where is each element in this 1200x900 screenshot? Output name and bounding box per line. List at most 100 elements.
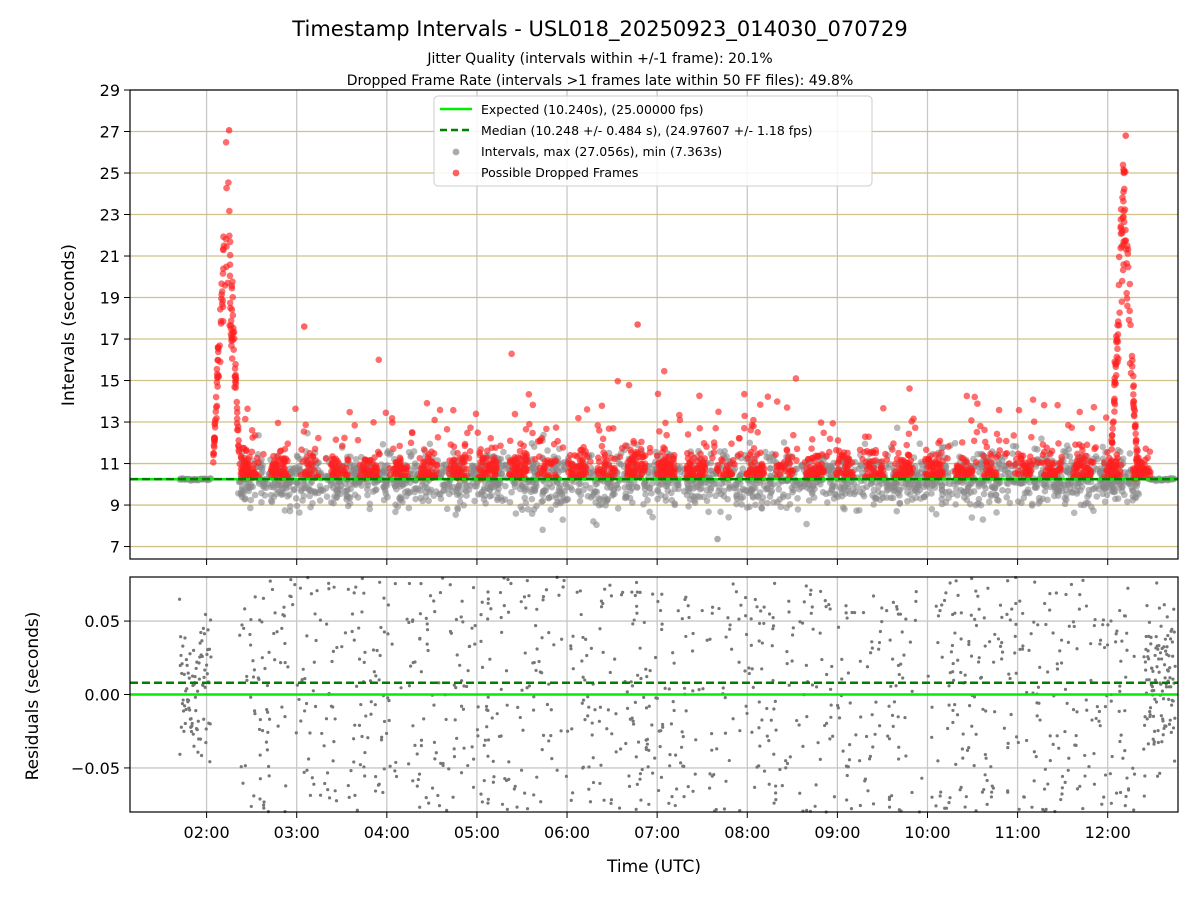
interval-point xyxy=(1075,479,1082,487)
dropped-frame-point xyxy=(475,464,483,472)
residual-point xyxy=(809,588,813,592)
dropped-frame-point xyxy=(781,463,788,471)
residual-point xyxy=(583,718,587,722)
residual-point xyxy=(771,627,775,631)
residual-point xyxy=(581,675,585,679)
dropped-frame-point xyxy=(364,467,371,474)
dropped-frame-point xyxy=(1076,408,1084,416)
dropped-frame-point xyxy=(244,405,251,413)
dropped-frame-point xyxy=(1108,439,1116,446)
residual-point xyxy=(682,794,686,799)
residual-point xyxy=(268,579,272,583)
residual-point xyxy=(1067,756,1071,760)
residual-point xyxy=(1014,735,1019,739)
residual-point xyxy=(189,717,193,721)
residual-point xyxy=(424,616,428,621)
residual-point xyxy=(722,807,727,811)
interval-point xyxy=(261,492,269,499)
interval-point xyxy=(475,491,482,498)
residual-point xyxy=(1169,730,1173,734)
interval-point xyxy=(770,499,777,506)
residual-point xyxy=(798,791,802,795)
residual-point xyxy=(523,651,527,655)
interval-point xyxy=(764,499,771,507)
interval-point xyxy=(455,482,462,490)
residual-point xyxy=(266,764,271,769)
residual-point xyxy=(179,725,183,729)
residual-point xyxy=(1142,723,1147,727)
residual-point xyxy=(191,732,195,736)
interval-point xyxy=(890,487,898,495)
dropped-frame-point xyxy=(971,393,979,401)
residual-point xyxy=(466,669,470,673)
dropped-frame-point xyxy=(218,295,225,302)
dropped-frame-point xyxy=(474,429,482,437)
residual-point xyxy=(531,708,536,712)
dropped-frame-point xyxy=(311,445,319,453)
dropped-frame-point xyxy=(226,238,234,246)
interval-point xyxy=(1031,479,1038,486)
interval-point xyxy=(468,462,476,470)
residual-point xyxy=(854,733,858,737)
dropped-frame-point xyxy=(396,454,404,461)
residual-point xyxy=(415,784,419,788)
interval-point xyxy=(995,460,1003,468)
residual-point xyxy=(976,594,980,598)
dropped-frame-point xyxy=(954,463,962,470)
dropped-frame-point xyxy=(945,443,952,450)
dropped-frame-point xyxy=(209,459,217,466)
intervals-ytick-label: 9 xyxy=(110,496,120,515)
residual-point xyxy=(283,641,287,646)
residual-point xyxy=(771,616,775,620)
interval-point xyxy=(758,498,766,506)
interval-point xyxy=(683,480,691,487)
residual-point xyxy=(1159,624,1163,628)
dropped-frame-point xyxy=(877,465,884,472)
residual-point xyxy=(721,686,725,690)
interval-point xyxy=(824,499,831,506)
residual-point xyxy=(827,603,831,607)
residual-point xyxy=(179,635,183,639)
interval-point xyxy=(405,448,413,456)
interval-point xyxy=(863,483,871,491)
dropped-frame-point xyxy=(660,367,668,375)
residual-point xyxy=(569,644,573,648)
interval-point xyxy=(430,492,438,499)
dropped-frame-point xyxy=(382,409,390,417)
interval-point xyxy=(946,480,953,488)
interval-point xyxy=(1090,507,1097,515)
dropped-frame-point xyxy=(237,465,245,473)
dropped-frame-point xyxy=(1091,445,1098,453)
interval-point xyxy=(244,483,252,491)
residual-point xyxy=(759,609,763,613)
residual-point xyxy=(888,638,892,642)
residual-point xyxy=(1165,645,1169,649)
dropped-frame-point xyxy=(728,440,735,447)
residual-point xyxy=(1162,603,1166,607)
residual-point xyxy=(658,608,663,613)
dropped-frame-point xyxy=(594,454,602,461)
dropped-frame-point xyxy=(605,425,613,432)
dropped-frame-point xyxy=(1120,169,1128,177)
residual-point xyxy=(629,680,633,684)
residual-point xyxy=(1147,657,1151,661)
residual-point xyxy=(194,709,198,713)
residual-point xyxy=(983,644,987,648)
residual-point xyxy=(760,667,764,671)
residual-point xyxy=(1075,647,1079,651)
dropped-frame-point xyxy=(484,454,491,462)
residual-point xyxy=(749,617,753,621)
residual-point xyxy=(845,773,849,778)
interval-point xyxy=(528,510,536,517)
dropped-frame-point xyxy=(344,457,352,464)
residual-point xyxy=(948,581,952,585)
residual-point xyxy=(1000,657,1004,661)
residual-point xyxy=(947,703,951,707)
dropped-frame-point xyxy=(268,467,275,474)
residual-point xyxy=(681,735,685,739)
interval-point xyxy=(957,486,965,494)
residual-point xyxy=(840,657,844,661)
residual-point xyxy=(586,714,590,718)
dropped-frame-point xyxy=(1117,216,1125,223)
dropped-frame-point xyxy=(434,434,442,441)
